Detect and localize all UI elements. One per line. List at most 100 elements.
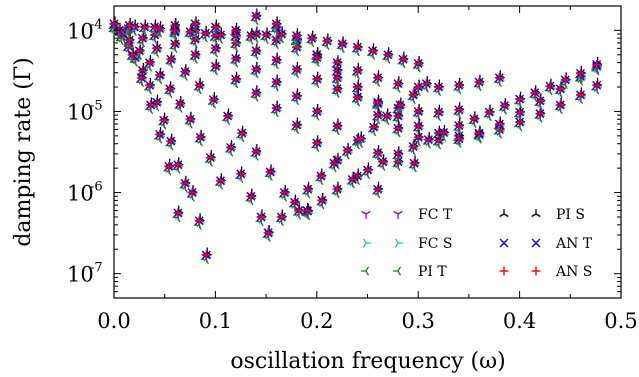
legend-item-an-t: AN T [499,236,593,252]
data-point [373,148,383,158]
data-point [474,128,484,138]
data-point [393,79,403,89]
data-point [317,195,327,205]
data-point [592,80,602,90]
data-point [302,206,312,216]
data-point [136,73,146,83]
data-point [265,167,275,177]
data-point [373,73,383,83]
data-point [373,184,383,194]
y-tick-exponent: -4 [90,17,103,32]
legend-item-fc-s: FC S [362,236,452,252]
data-point [215,176,225,186]
data-point [363,165,372,175]
data-point [144,58,154,68]
data-point [312,53,322,63]
legend-marker [531,209,541,218]
data-point [535,109,545,119]
legend-marker [499,266,509,276]
data-point [352,82,362,92]
y-tick-label: 10 [67,100,94,124]
y-tick-exponent: -5 [90,98,103,113]
data-point [190,50,200,60]
data-point [251,147,261,157]
x-tick-label: 0.4 [503,309,536,333]
plot-frame [113,5,622,299]
data-point [271,55,281,65]
data-point [312,74,322,84]
data-point [592,59,602,69]
data-point [124,35,134,45]
legend-item-fc-t: FC T [361,207,453,223]
y-tick-label: 10 [67,19,94,43]
data-point [155,24,165,34]
data-point [413,106,423,116]
data-point [185,27,195,37]
data-point [237,128,247,138]
data-point [210,43,220,53]
data-point [263,228,273,238]
data-point [180,178,190,188]
legend-marker [531,238,541,248]
data-point [226,142,236,152]
data-point [499,101,509,111]
data-point [454,121,464,131]
data-point [152,43,162,53]
legend-marker [361,210,371,219]
data-point [170,39,180,49]
data-point [261,30,271,40]
data-point [332,184,342,194]
legend-item-pi-t: PI T [361,264,447,280]
data-point [123,41,133,51]
data-point [194,80,204,90]
data-point [530,88,540,98]
data-point [337,39,347,49]
data-point [421,79,431,89]
data-point [560,75,570,85]
legend-marker [362,238,371,248]
data-point [109,19,119,29]
data-point [575,90,585,100]
data-point [251,46,261,56]
data-point [474,77,484,87]
data-point [231,53,241,63]
data-point [378,157,388,167]
legend-label-fc-s: FC S [418,236,452,252]
data-point [373,110,383,120]
data-point [408,90,418,100]
data-point [246,191,256,201]
data-point [146,100,156,110]
data-point [173,160,183,170]
data-point [423,135,433,145]
data-point [312,106,322,116]
data-point [292,31,302,41]
data-point [200,28,210,38]
legend-label-an-s: AN S [555,264,592,280]
data-point [144,80,154,90]
data-point [439,128,449,138]
data-point [515,94,525,104]
data-point [251,11,261,21]
data-point [166,136,176,146]
data-point [312,138,322,148]
data-point [433,107,443,117]
data-point [194,216,204,226]
data-point [303,184,313,194]
data-point [164,161,174,171]
data-point [342,145,352,155]
y-tick-label: 10 [67,182,94,206]
legend: FC T FC S PI T PI S AN T AN S [361,207,593,280]
data-marks [108,8,603,265]
legend-item-pi-s: PI S [499,207,585,223]
data-point [413,59,423,69]
data-point [231,31,241,41]
x-tick-label: 0.1 [199,309,232,333]
data-point [395,100,405,110]
data-point [393,149,403,159]
data-point [215,30,225,40]
data-point [494,73,504,83]
y-axis-label: damping rate (Γ) [11,57,36,246]
legend-label-fc-t: FC T [418,207,453,223]
data-point [279,188,289,198]
data-point [369,122,379,132]
